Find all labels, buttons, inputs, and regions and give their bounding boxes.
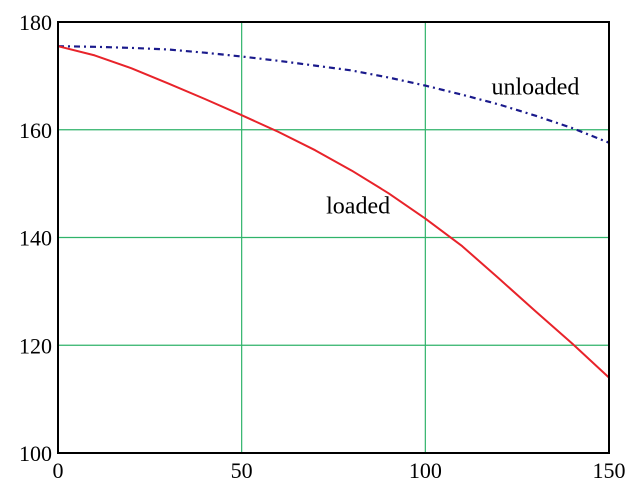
tick-labels: 0 50 100 150 100 120 140 160 180 xyxy=(19,10,626,483)
x-tick-label: 50 xyxy=(231,458,253,483)
y-tick-label: 100 xyxy=(19,441,52,466)
x-tick-label: 150 xyxy=(593,458,626,483)
plot-frame xyxy=(57,21,610,454)
x-tick-label: 0 xyxy=(53,458,64,483)
series-line-loaded xyxy=(57,45,610,379)
annotation-loaded: loaded xyxy=(326,193,390,219)
y-tick-label: 120 xyxy=(19,333,52,358)
x-tick-label: 100 xyxy=(409,458,442,483)
y-tick-label: 140 xyxy=(19,226,52,251)
annotation-unloaded: unloaded xyxy=(491,75,579,101)
annotations: unloaded loaded xyxy=(326,75,579,220)
y-tick-label: 160 xyxy=(19,118,52,143)
series-group xyxy=(57,45,610,379)
y-tick-label: 180 xyxy=(19,10,52,35)
series-line-unloaded xyxy=(57,45,610,144)
grid-lines xyxy=(58,22,609,453)
